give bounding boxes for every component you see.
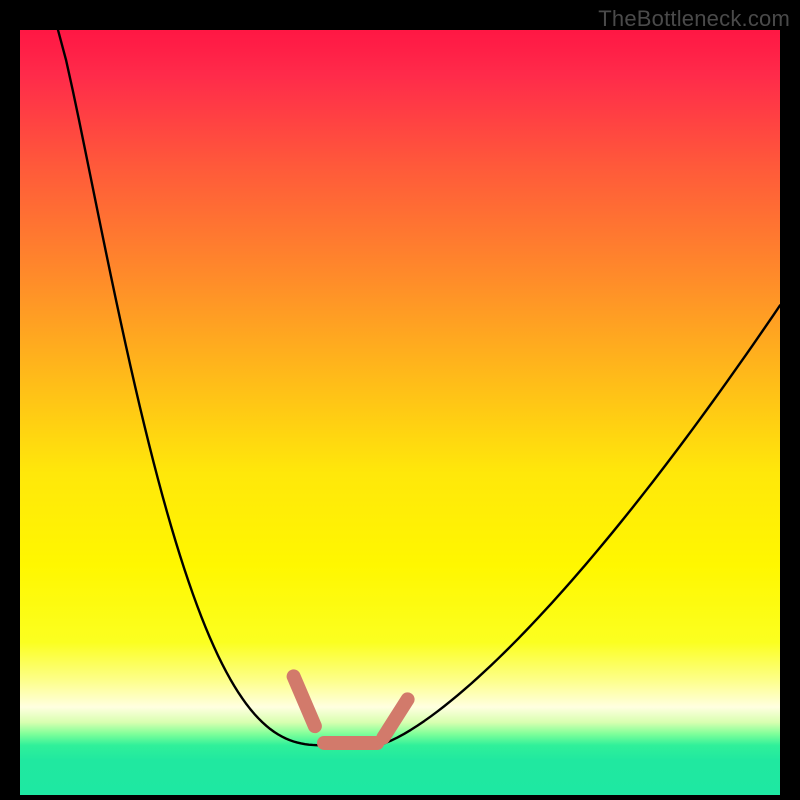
plot-svg [20,30,780,795]
watermark-text: TheBottleneck.com [598,6,790,32]
chart-container: TheBottleneck.com [0,0,800,800]
plot-area [20,30,780,795]
gradient-background [20,30,780,795]
